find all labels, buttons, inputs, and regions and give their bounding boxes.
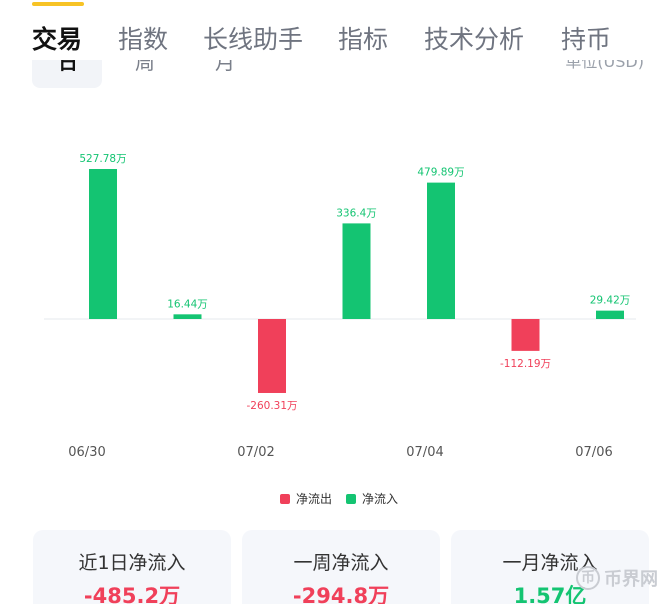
data-label-07-05: -112.19万: [500, 358, 551, 370]
legend-outflow-label: 净流出: [296, 492, 333, 506]
tab-holdings[interactable]: 持币: [561, 25, 612, 54]
tab-long-term-assistant[interactable]: 长线助手: [203, 25, 304, 54]
data-label-07-02: -260.31万: [246, 400, 297, 412]
bar-06-30: [89, 169, 117, 319]
card-value: 1.57亿: [513, 584, 587, 604]
x-tick-label: 07/02: [237, 445, 274, 460]
data-label-07-06: 29.42万: [590, 295, 631, 307]
card-1week-net-inflow: 一周净流入 -294.8万: [242, 530, 440, 604]
data-label-07-04: 479.89万: [417, 167, 464, 179]
card-1month-net-inflow: 一月净流入 1.57亿: [451, 530, 649, 604]
chart-legend: 净流出 净流入: [0, 490, 668, 510]
data-label-07-03: 336.4万: [336, 207, 377, 219]
bar-07-02: [258, 319, 286, 393]
card-title: 一月净流入: [502, 552, 598, 574]
watermark-text: 币界网: [604, 569, 658, 590]
period-week[interactable]: 周: [135, 60, 155, 72]
x-tick-label: 06/30: [68, 445, 105, 460]
data-label-07-01: 16.44万: [167, 298, 208, 310]
bar-07-03: [342, 223, 371, 319]
bar-07-01: [173, 314, 202, 319]
net-flow-chart-svg: 527.78万 16.44万 -260.31万 336.4万 479.89万 -112.1…: [44, 153, 636, 460]
period-day[interactable]: 日: [58, 60, 78, 72]
data-label-06-30: 527.78万: [79, 153, 126, 165]
card-value: -294.8万: [292, 584, 390, 604]
top-tab-bar: 交易 指数 长线助手 指标 技术分析 持币: [0, 0, 668, 64]
bar-07-05: [511, 319, 540, 351]
legend-inflow-swatch: [346, 493, 356, 504]
x-tick-label: 07/06: [575, 445, 612, 460]
period-month[interactable]: 月: [215, 60, 235, 72]
tab-trade[interactable]: 交易: [32, 25, 83, 54]
tab-index[interactable]: 指数: [118, 25, 169, 54]
card-title: 近1日净流入: [78, 552, 186, 574]
card-title: 一周净流入: [293, 552, 389, 574]
net-flow-chart: 527.78万 16.44万 -260.31万 336.4万 479.89万 -112.1…: [0, 110, 668, 470]
legend-inflow-label: 净流入: [362, 492, 399, 506]
summary-cards: 近1日净流入 -485.2万 一周净流入 -294.8万 一月净流入 1.57亿: [0, 530, 668, 604]
card-1day-net-inflow: 近1日净流入 -485.2万: [33, 530, 231, 604]
active-tab-indicator: [32, 2, 84, 6]
legend-inflow[interactable]: 净流入: [346, 490, 398, 507]
legend-outflow[interactable]: 净流出: [280, 490, 332, 507]
card-value: -485.2万: [83, 584, 181, 604]
coin-icon: 币: [576, 566, 600, 590]
period-day-pill[interactable]: [32, 60, 102, 88]
unit-label: 单位(USD): [565, 60, 644, 71]
period-selector: 日 周 月 单位(USD): [0, 60, 668, 96]
bar-07-04: [427, 182, 455, 319]
x-tick-label: 07/04: [406, 445, 443, 460]
watermark-logo: 币 币界网: [576, 565, 658, 591]
period-clip: 日 周 月 单位(USD): [0, 60, 668, 72]
bar-07-06: [596, 310, 624, 319]
tab-indicators[interactable]: 指标: [338, 25, 389, 54]
legend-outflow-swatch: [280, 493, 290, 504]
tab-technical-analysis[interactable]: 技术分析: [424, 25, 525, 54]
